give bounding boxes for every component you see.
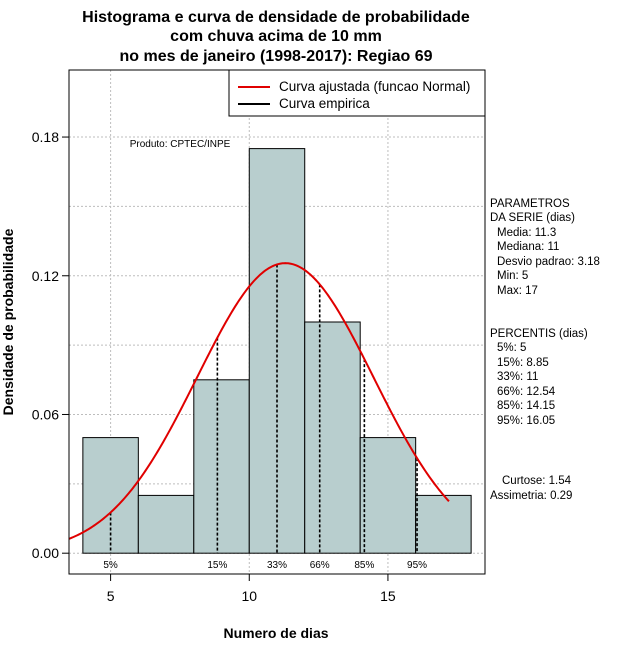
histogram-bar-3	[193, 379, 250, 554]
percentil-95: 95%: 16.05	[497, 415, 555, 427]
histogram-bar-5	[304, 321, 361, 554]
x-tick-label-5: 5	[107, 588, 115, 604]
y-tick-label-3: 0.18	[32, 129, 59, 145]
percentile-label-5: 85%	[354, 560, 374, 571]
x-tick-label-10: 10	[241, 588, 257, 604]
y-axis-label: Densidade de probabilidade	[0, 228, 16, 415]
legend-fitted-label: Curva ajustada (funcao Normal)	[279, 79, 470, 94]
percentile-labels: 5% 15% 33% 66% 85% 95%	[103, 560, 427, 571]
x-axis: 5 10 15	[107, 574, 396, 604]
y-axis: 0.00 0.06 0.12 0.18	[32, 129, 69, 561]
histogram-bar-7	[415, 494, 472, 554]
params-title-1: PARAMETROS	[490, 198, 570, 210]
percentile-label-4: 66%	[310, 560, 330, 571]
histogram-bar-1	[82, 437, 139, 554]
param-min: Min: 5	[497, 270, 528, 282]
curtose-value: Curtose: 1.54	[502, 475, 572, 487]
chart-title-line-3: no mes de janeiro (1998-2017): Regiao 69	[119, 48, 432, 65]
legend-empirical-label: Curva empirica	[279, 96, 370, 111]
percentis-title: PERCENTIS (dias)	[490, 328, 588, 340]
x-axis-label: Numero de dias	[223, 625, 328, 641]
percentil-66: 66%: 12.54	[497, 386, 556, 398]
percentile-label-2: 15%	[207, 560, 227, 571]
chart-title-line-1: Histograma e curva de densidade de proba…	[82, 9, 470, 26]
legend-box	[228, 69, 486, 117]
chart-title-line-2: com chuva acima de 10 mm	[170, 28, 382, 45]
side-panel: PARAMETROS DA SERIE (dias) Media: 11.3 M…	[490, 198, 600, 502]
percentil-85: 85%: 14.15	[497, 400, 555, 412]
param-mediana: Mediana: 11	[497, 241, 559, 253]
x-tick-label-15: 15	[380, 588, 396, 604]
percentil-33: 33%: 11	[497, 371, 538, 383]
histogram-bars	[82, 148, 472, 554]
percentile-lines	[109, 264, 418, 554]
percentil-5: 5%: 5	[497, 342, 526, 354]
param-media: Media: 11.3	[497, 227, 556, 239]
fitted-normal-curve	[68, 262, 450, 540]
params-title-2: DA SERIE (dias)	[490, 212, 575, 224]
y-tick-label-2: 0.12	[32, 268, 59, 284]
percentile-label-3: 33%	[267, 560, 287, 571]
assimetria-value: Assimetria: 0.29	[490, 490, 572, 502]
param-desvio: Desvio padrao: 3.18	[497, 256, 600, 268]
y-tick-label-0: 0.00	[32, 545, 59, 561]
param-max: Max: 17	[497, 285, 538, 297]
y-tick-label-1: 0.06	[32, 406, 59, 422]
producer-note: Produto: CPTEC/INPE	[130, 139, 231, 150]
percentile-label-1: 5%	[103, 560, 118, 571]
percentil-15: 15%: 8.85	[497, 357, 549, 369]
histogram-bar-2	[137, 494, 195, 554]
histogram-bar-6	[359, 437, 417, 554]
legend: Curva ajustada (funcao Normal) Curva emp…	[228, 69, 486, 117]
percentile-label-6: 95%	[407, 560, 427, 571]
